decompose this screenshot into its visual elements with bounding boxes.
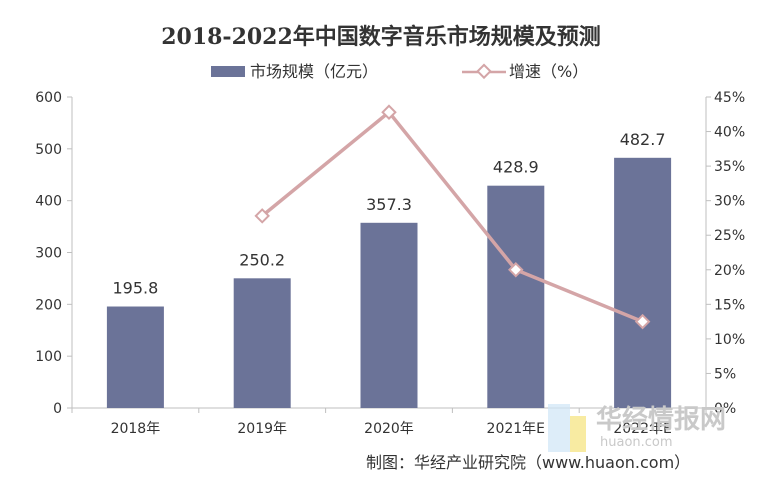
x-tick-label: 2021年E (487, 421, 545, 437)
watermark-logo-blue (548, 404, 570, 452)
growth-point (634, 313, 651, 330)
bar-value-label: 250.2 (239, 250, 285, 269)
legend-line-label: 增速（%） (509, 62, 588, 81)
right-tick-label: 5% (714, 366, 736, 382)
growth-point (254, 208, 270, 224)
watermark-url: huaon.com (600, 435, 673, 450)
bar (233, 278, 291, 408)
right-axis-ticks: 0% 5% 10% 15% 20% 25% 30% 35% 40% 45% (706, 90, 745, 417)
watermark: 华经情报网 huaon.com (548, 404, 726, 452)
right-tick-label: 10% (714, 332, 745, 348)
legend-bar-swatch (211, 66, 245, 77)
bar-value-label: 357.3 (366, 195, 412, 214)
right-tick-label: 35% (714, 159, 745, 175)
x-tick-label: 2022年E (613, 421, 671, 437)
growth-line (261, 110, 644, 324)
legend-line-marker (476, 63, 492, 80)
right-tick-label: 20% (714, 263, 745, 279)
x-tick-label: 2018年 (111, 421, 161, 437)
left-tick-label: 400 (35, 194, 62, 210)
left-axis-ticks: 0 100 200 300 400 500 600 (35, 90, 72, 417)
legend-bar-label: 市场规模（亿元） (250, 62, 378, 81)
left-tick-label: 0 (53, 401, 62, 417)
bar-value-label: 428.9 (493, 158, 539, 177)
right-tick-label: 45% (714, 90, 745, 106)
x-tick-label: 2020年 (364, 421, 414, 437)
source-note: 制图：华经产业研究院（www.huaon.com） (366, 453, 690, 472)
right-tick-label: 15% (714, 297, 745, 313)
bar-series (106, 157, 672, 408)
left-tick-label: 100 (35, 349, 62, 365)
left-tick-label: 200 (35, 297, 62, 313)
left-tick-label: 600 (35, 90, 62, 106)
left-tick-label: 300 (35, 246, 62, 262)
bar-value-labels: 195.8 250.2 357.3 428.9 482.7 (112, 130, 665, 298)
bar (614, 157, 672, 408)
right-tick-label: 25% (714, 228, 745, 244)
bar (106, 306, 164, 408)
bar (487, 185, 545, 408)
right-tick-label: 0% (714, 401, 736, 417)
bar-value-label: 195.8 (112, 279, 158, 298)
growth-point (381, 104, 397, 120)
right-tick-label: 40% (714, 125, 745, 141)
legend: 市场规模（亿元） 增速（%） (211, 62, 588, 81)
right-tick-label: 30% (714, 194, 745, 210)
bar (360, 222, 418, 408)
watermark-brand: 华经情报网 (596, 404, 726, 435)
x-tick-label: 2019年 (237, 421, 287, 437)
bar-value-label: 482.7 (620, 130, 666, 149)
left-tick-label: 500 (35, 142, 62, 158)
growth-point (508, 261, 524, 278)
x-axis-ticks: 2018年 2019年 2020年 2021年E 2022年E (71, 408, 707, 437)
chart-title: 2018-2022年中国数字音乐市场规模及预测 (161, 24, 601, 50)
growth-line-series (254, 104, 651, 330)
watermark-logo-yellow (570, 416, 586, 452)
